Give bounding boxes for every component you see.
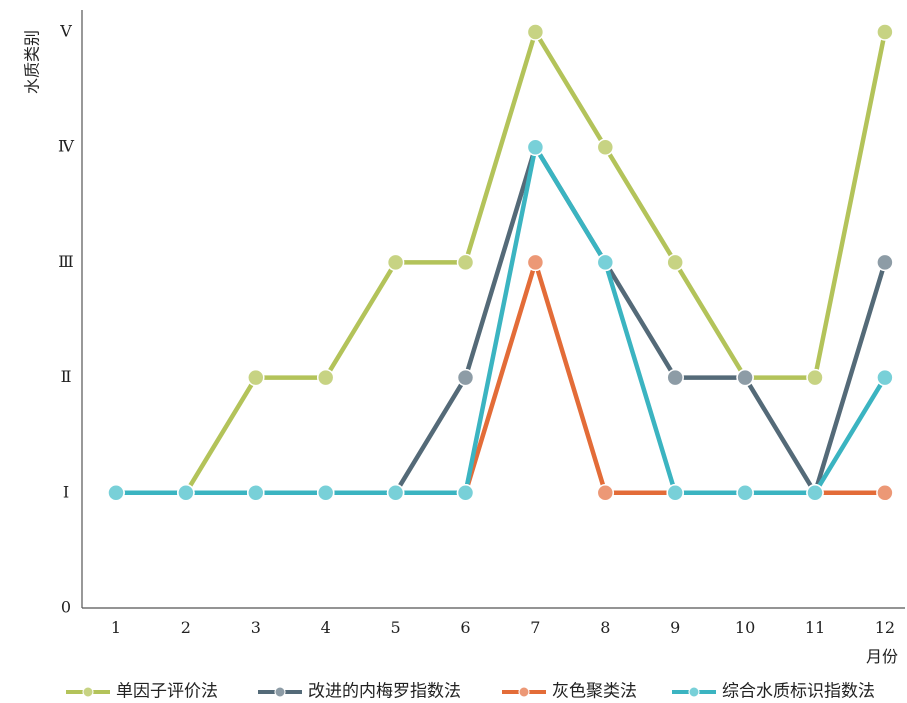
data-point [177,484,195,502]
x-tick-label: 1 [111,618,121,637]
data-point [386,253,405,272]
x-tick-label: 9 [670,618,680,637]
legend-marker [82,686,94,698]
data-point [247,368,265,387]
series-line [113,29,888,496]
x-tick-labels: 1 2 3 4 5 6 7 8 9 10 11 12 [111,618,895,637]
legend-item: 综合水质标识指数法 [672,682,875,702]
y-tick-label: 0 [61,598,71,617]
data-point [806,368,824,387]
legend-item: 改进的内梅罗指数法 [258,682,461,702]
data-point [666,484,684,502]
x-tick-label: 5 [391,618,401,637]
x-tick-label: 12 [875,618,895,637]
series-lines [113,29,888,496]
legend-item: 单因子评价法 [66,682,218,702]
data-point [666,253,684,272]
y-tick-label: Ⅳ [58,137,75,156]
x-tick-label: 8 [600,618,610,637]
x-tick-label: 3 [251,618,261,637]
y-axis-label: 水质类别 [23,30,42,94]
legend-marker [274,686,286,698]
data-point [526,23,545,41]
data-point [456,253,475,272]
data-point [316,368,335,387]
data-point [596,484,615,502]
data-point [596,138,615,156]
x-tick-label: 4 [321,618,331,637]
data-point [876,368,894,387]
x-tick-label: 6 [460,618,470,637]
series-points [107,23,894,502]
data-point [247,484,265,502]
legend: 单因子评价法 改进的内梅罗指数法 灰色聚类法 综合水质标识指数法 [66,682,875,702]
x-tick-label: 2 [181,618,191,637]
series-line [113,144,888,496]
data-point [876,253,894,272]
legend-label: 单因子评价法 [116,682,218,702]
legend-label: 灰色聚类法 [552,682,637,702]
data-point [526,253,545,272]
data-point [666,368,684,387]
y-tick-label: Ⅴ [59,22,72,41]
data-point [596,253,615,272]
x-tick-label: 7 [530,618,540,637]
data-point [456,484,475,502]
data-point [806,484,824,502]
y-tick-label: Ⅲ [58,252,73,271]
y-tick-label: Ⅱ [61,367,72,386]
x-tick-label: 11 [805,618,825,637]
legend-item: 灰色聚类法 [502,682,637,702]
data-point [736,484,754,502]
legend-marker [518,686,530,698]
data-point [107,484,125,502]
legend-marker [688,686,700,698]
data-point [736,368,754,387]
y-tick-label: Ⅰ [63,482,69,501]
data-point [876,23,894,41]
x-axis-label: 月份 [866,647,898,666]
x-tick-label: 10 [735,618,755,637]
legend-label: 综合水质标识指数法 [722,682,875,702]
data-point [876,484,894,502]
data-point [456,368,475,387]
data-point [386,484,405,502]
legend-label: 改进的内梅罗指数法 [308,682,461,702]
data-point [316,484,335,502]
data-point [526,138,545,156]
y-tick-labels: 0 Ⅰ Ⅱ Ⅲ Ⅳ Ⅴ [58,22,75,617]
